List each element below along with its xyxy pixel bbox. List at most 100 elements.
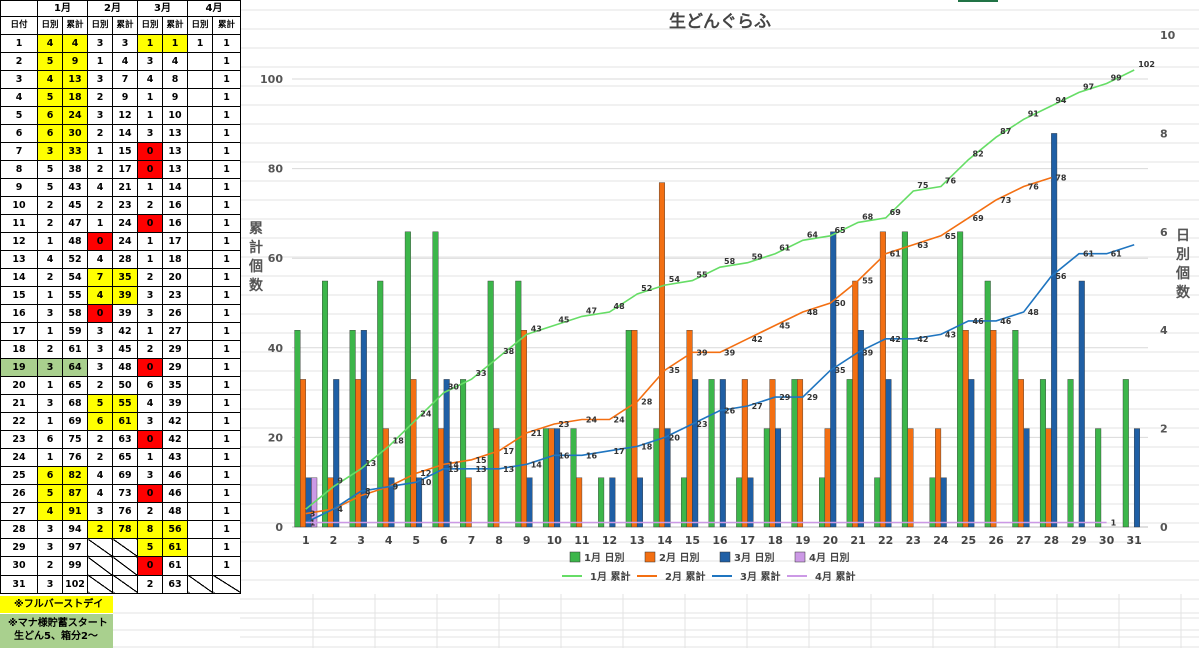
value-cell bbox=[187, 196, 213, 216]
value-cell: 3 bbox=[87, 340, 113, 360]
blank-header-cell bbox=[0, 0, 38, 18]
bar bbox=[416, 477, 423, 528]
data-label: 23 bbox=[696, 420, 707, 429]
legend-label: 1月 累計 bbox=[590, 570, 630, 583]
value-cell: 38 bbox=[62, 160, 88, 180]
x-tick-label: 24 bbox=[933, 534, 949, 547]
data-label: 63 bbox=[917, 241, 928, 250]
y-tick-label: 80 bbox=[268, 163, 284, 176]
bar bbox=[686, 330, 693, 528]
cell-selection-marker bbox=[958, 0, 998, 2]
value-cell: 56 bbox=[162, 520, 188, 540]
value-cell: 6 bbox=[37, 466, 63, 486]
data-label: 91 bbox=[1028, 109, 1040, 118]
value-cell: 28 bbox=[112, 250, 138, 270]
data-label: 27 bbox=[752, 402, 763, 411]
y2-tick-label: 6 bbox=[1160, 226, 1168, 239]
x-tick-label: 25 bbox=[961, 534, 976, 547]
bar bbox=[625, 330, 632, 528]
bar bbox=[1023, 428, 1030, 528]
data-label: 45 bbox=[558, 315, 570, 324]
date-cell: 24 bbox=[0, 448, 38, 468]
data-label: 35 bbox=[834, 366, 846, 375]
value-cell: 1 bbox=[137, 106, 163, 126]
data-label: 42 bbox=[890, 335, 901, 344]
value-cell: 1 bbox=[212, 538, 241, 558]
bar bbox=[769, 379, 776, 528]
bar bbox=[819, 477, 826, 528]
value-cell bbox=[187, 340, 213, 360]
legend-label: 3月 累計 bbox=[740, 570, 780, 583]
data-label: 12 bbox=[420, 469, 431, 478]
value-cell: 2 bbox=[87, 124, 113, 144]
y2-tick-label: 10 bbox=[1160, 29, 1176, 42]
bar bbox=[719, 379, 726, 528]
bar bbox=[763, 428, 770, 528]
data-label: 29 bbox=[779, 393, 791, 402]
table-row: 15 1 55 4 39 3 23 1 bbox=[0, 286, 241, 306]
value-cell: 10 bbox=[162, 106, 188, 126]
data-label: 43 bbox=[945, 330, 956, 339]
data-label: 10 bbox=[420, 478, 432, 487]
value-cell: 3 bbox=[137, 52, 163, 72]
value-cell: 23 bbox=[162, 286, 188, 306]
value-cell: 64 bbox=[62, 358, 88, 378]
value-cell: 15 bbox=[112, 142, 138, 162]
bar bbox=[548, 428, 555, 528]
date-cell: 28 bbox=[0, 520, 38, 540]
value-cell: 3 bbox=[37, 520, 63, 540]
value-cell: 63 bbox=[162, 574, 188, 594]
data-label: 39 bbox=[696, 348, 708, 357]
month-header-row: 1月 2月 3月 4月 bbox=[0, 0, 241, 18]
note-mana-line-1: ※マナ様貯蓄スタート bbox=[8, 618, 108, 629]
value-cell bbox=[187, 106, 213, 126]
data-label: 97 bbox=[1083, 82, 1094, 91]
x-tick-label: 4 bbox=[385, 534, 393, 547]
x-tick-label: 20 bbox=[823, 534, 839, 547]
data-label: 47 bbox=[586, 306, 597, 315]
table-row: 18 2 61 3 45 2 29 1 bbox=[0, 340, 241, 360]
x-tick-label: 14 bbox=[657, 534, 673, 547]
legend-label: 1月 日別 bbox=[584, 551, 624, 564]
table-row: 22 1 69 6 61 3 42 1 bbox=[0, 412, 241, 432]
date-cell: 17 bbox=[0, 322, 38, 342]
x-tick-label: 1 bbox=[302, 534, 310, 547]
y-tick-label: 20 bbox=[268, 431, 284, 444]
x-tick-label: 31 bbox=[1127, 534, 1142, 547]
note-mana-savings: ※マナ様貯蓄スタート 生どん5、箱分2～ bbox=[0, 614, 113, 648]
data-label: 20 bbox=[669, 433, 681, 442]
value-cell: 23 bbox=[112, 196, 138, 216]
bar bbox=[487, 280, 494, 528]
value-cell: 87 bbox=[62, 484, 88, 504]
data-label: 24 bbox=[420, 409, 432, 418]
value-cell: 3 bbox=[37, 142, 63, 162]
value-cell: 1 bbox=[212, 466, 241, 486]
value-cell: 1 bbox=[212, 484, 241, 504]
bar bbox=[631, 330, 638, 528]
date-cell: 27 bbox=[0, 502, 38, 522]
bar bbox=[907, 428, 914, 528]
table-row: 7 3 33 1 15 0 13 1 bbox=[0, 142, 241, 162]
data-label: 65 bbox=[945, 232, 957, 241]
x-tick-label: 21 bbox=[850, 534, 865, 547]
date-cell: 30 bbox=[0, 556, 38, 576]
value-cell: 0 bbox=[87, 304, 113, 324]
date-cell: 6 bbox=[0, 124, 38, 144]
value-cell: 1 bbox=[212, 448, 241, 468]
data-label: 61 bbox=[1083, 250, 1095, 259]
value-cell: 4 bbox=[137, 394, 163, 414]
table-row: 14 2 54 7 35 2 20 1 bbox=[0, 268, 241, 288]
month-header: 1月 bbox=[37, 0, 88, 18]
value-cell: 42 bbox=[162, 430, 188, 450]
bar bbox=[664, 428, 671, 528]
value-cell: 99 bbox=[62, 556, 88, 576]
legend-label: 4月 累計 bbox=[815, 570, 855, 583]
bar bbox=[609, 477, 616, 528]
bar bbox=[520, 330, 527, 528]
value-cell: 5 bbox=[37, 88, 63, 108]
value-cell: 1 bbox=[37, 412, 63, 432]
value-cell: 39 bbox=[112, 304, 138, 324]
value-cell bbox=[187, 250, 213, 270]
value-cell: 1 bbox=[212, 520, 241, 540]
bar bbox=[410, 379, 417, 528]
